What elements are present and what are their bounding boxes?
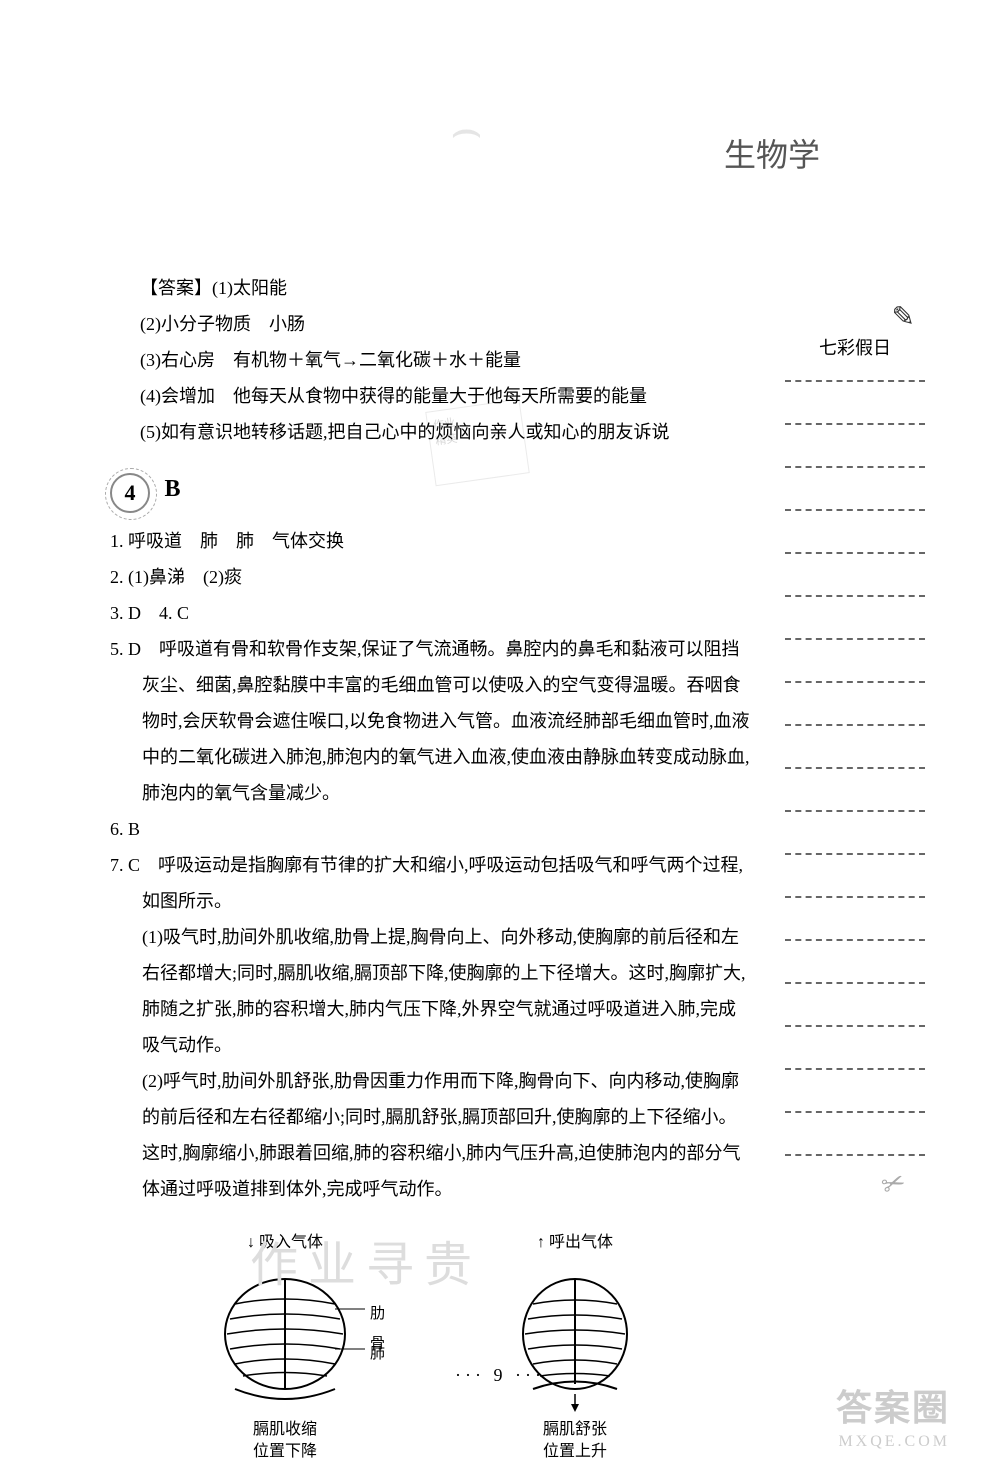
diagram2-bottom1: 膈肌舒张: [543, 1421, 607, 1438]
q5: 5. D 呼吸道有骨和软骨作支架,保证了气流通畅。鼻腔内的鼻毛和黏液可以阻挡灰尘…: [110, 631, 750, 811]
note-line: [785, 509, 925, 511]
footer-logo-sub: MXQE.COM: [838, 1433, 950, 1451]
answer-2: (2)小分子物质 小肠: [110, 306, 750, 342]
note-line: [785, 423, 925, 425]
ribcage-svg-2: [495, 1264, 655, 1414]
note-line: [785, 767, 925, 769]
answer-line-1: 【答案】(1)太阳能: [110, 270, 750, 306]
q1: 1. 呼吸道 肺 肺 气体交换: [110, 523, 750, 559]
diagram1-bottom2: 位置下降: [253, 1443, 317, 1460]
note-line: [785, 939, 925, 941]
section-header: 4 B: [110, 465, 750, 513]
q7-p1: (1)吸气时,肋间外肌收缩,肋骨上提,胸骨向上、向外移动,使胸廓的前后径和左右径…: [110, 919, 750, 1063]
diagram2-bottom2: 位置上升: [543, 1443, 607, 1460]
note-line: [785, 896, 925, 898]
note-line: [785, 982, 925, 984]
q6: 6. B: [110, 811, 750, 847]
ribcage-2: [495, 1264, 655, 1414]
note-line: [785, 595, 925, 597]
note-line: [785, 552, 925, 554]
note-line: [785, 1068, 925, 1070]
pencil-icon: ✎: [785, 300, 925, 334]
answer-1: (1)太阳能: [212, 278, 287, 298]
section-number: 4: [110, 473, 150, 513]
answer-4: (4)会增加 他每天从食物中获得的能量大于他每天所需要的能量: [110, 378, 750, 414]
note-line: [785, 466, 925, 468]
q7-p2: (2)呼气时,肋间外肌舒张,肋骨因重力作用而下降,胸骨向下、向内移动,使胸廓的前…: [110, 1063, 750, 1207]
note-line: [785, 380, 925, 382]
note-line: [785, 1111, 925, 1113]
note-line: [785, 1025, 925, 1027]
answer-5: (5)如有意识地转移话题,把自己心中的烦恼向亲人或知心的朋友诉说: [110, 414, 750, 450]
note-line: [785, 853, 925, 855]
diagram1-bottom: 膈肌收缩 位置下降: [175, 1419, 395, 1464]
diagram2-bottom: 膈肌舒张 位置上升: [465, 1419, 685, 1464]
q7-head: 7. C 呼吸运动是指胸廓有节律的扩大和缩小,呼吸运动包括吸气和呼气两个过程,如…: [110, 847, 750, 919]
diagram1-bottom1: 膈肌收缩: [253, 1421, 317, 1438]
answer-label: 【答案】: [140, 278, 212, 298]
answer-3: (3)右心房 有机物＋氧气→二氧化碳＋水＋能量: [110, 342, 750, 378]
watermark-text: 作业寻贵: [250, 1225, 482, 1295]
sidebar: ✎ 七彩假日: [785, 300, 925, 1197]
diagram-exhale: ↑ 呼出气体 膈肌舒张 位置上升: [465, 1227, 685, 1464]
note-line: [785, 681, 925, 683]
subject-header: 生物学: [724, 130, 820, 176]
q3: 3. D 4. C: [110, 595, 750, 631]
note-line: [785, 638, 925, 640]
sidebar-title: 七彩假日: [785, 334, 925, 360]
q2: 2. (1)鼻涕 (2)痰: [110, 559, 750, 595]
note-line: [785, 810, 925, 812]
section-letter: B: [165, 476, 181, 502]
note-line: [785, 724, 925, 726]
diagram2-top: ↑ 呼出气体: [465, 1227, 685, 1259]
footer-logo: 答案圈: [836, 1379, 950, 1431]
note-line: [785, 1154, 925, 1156]
